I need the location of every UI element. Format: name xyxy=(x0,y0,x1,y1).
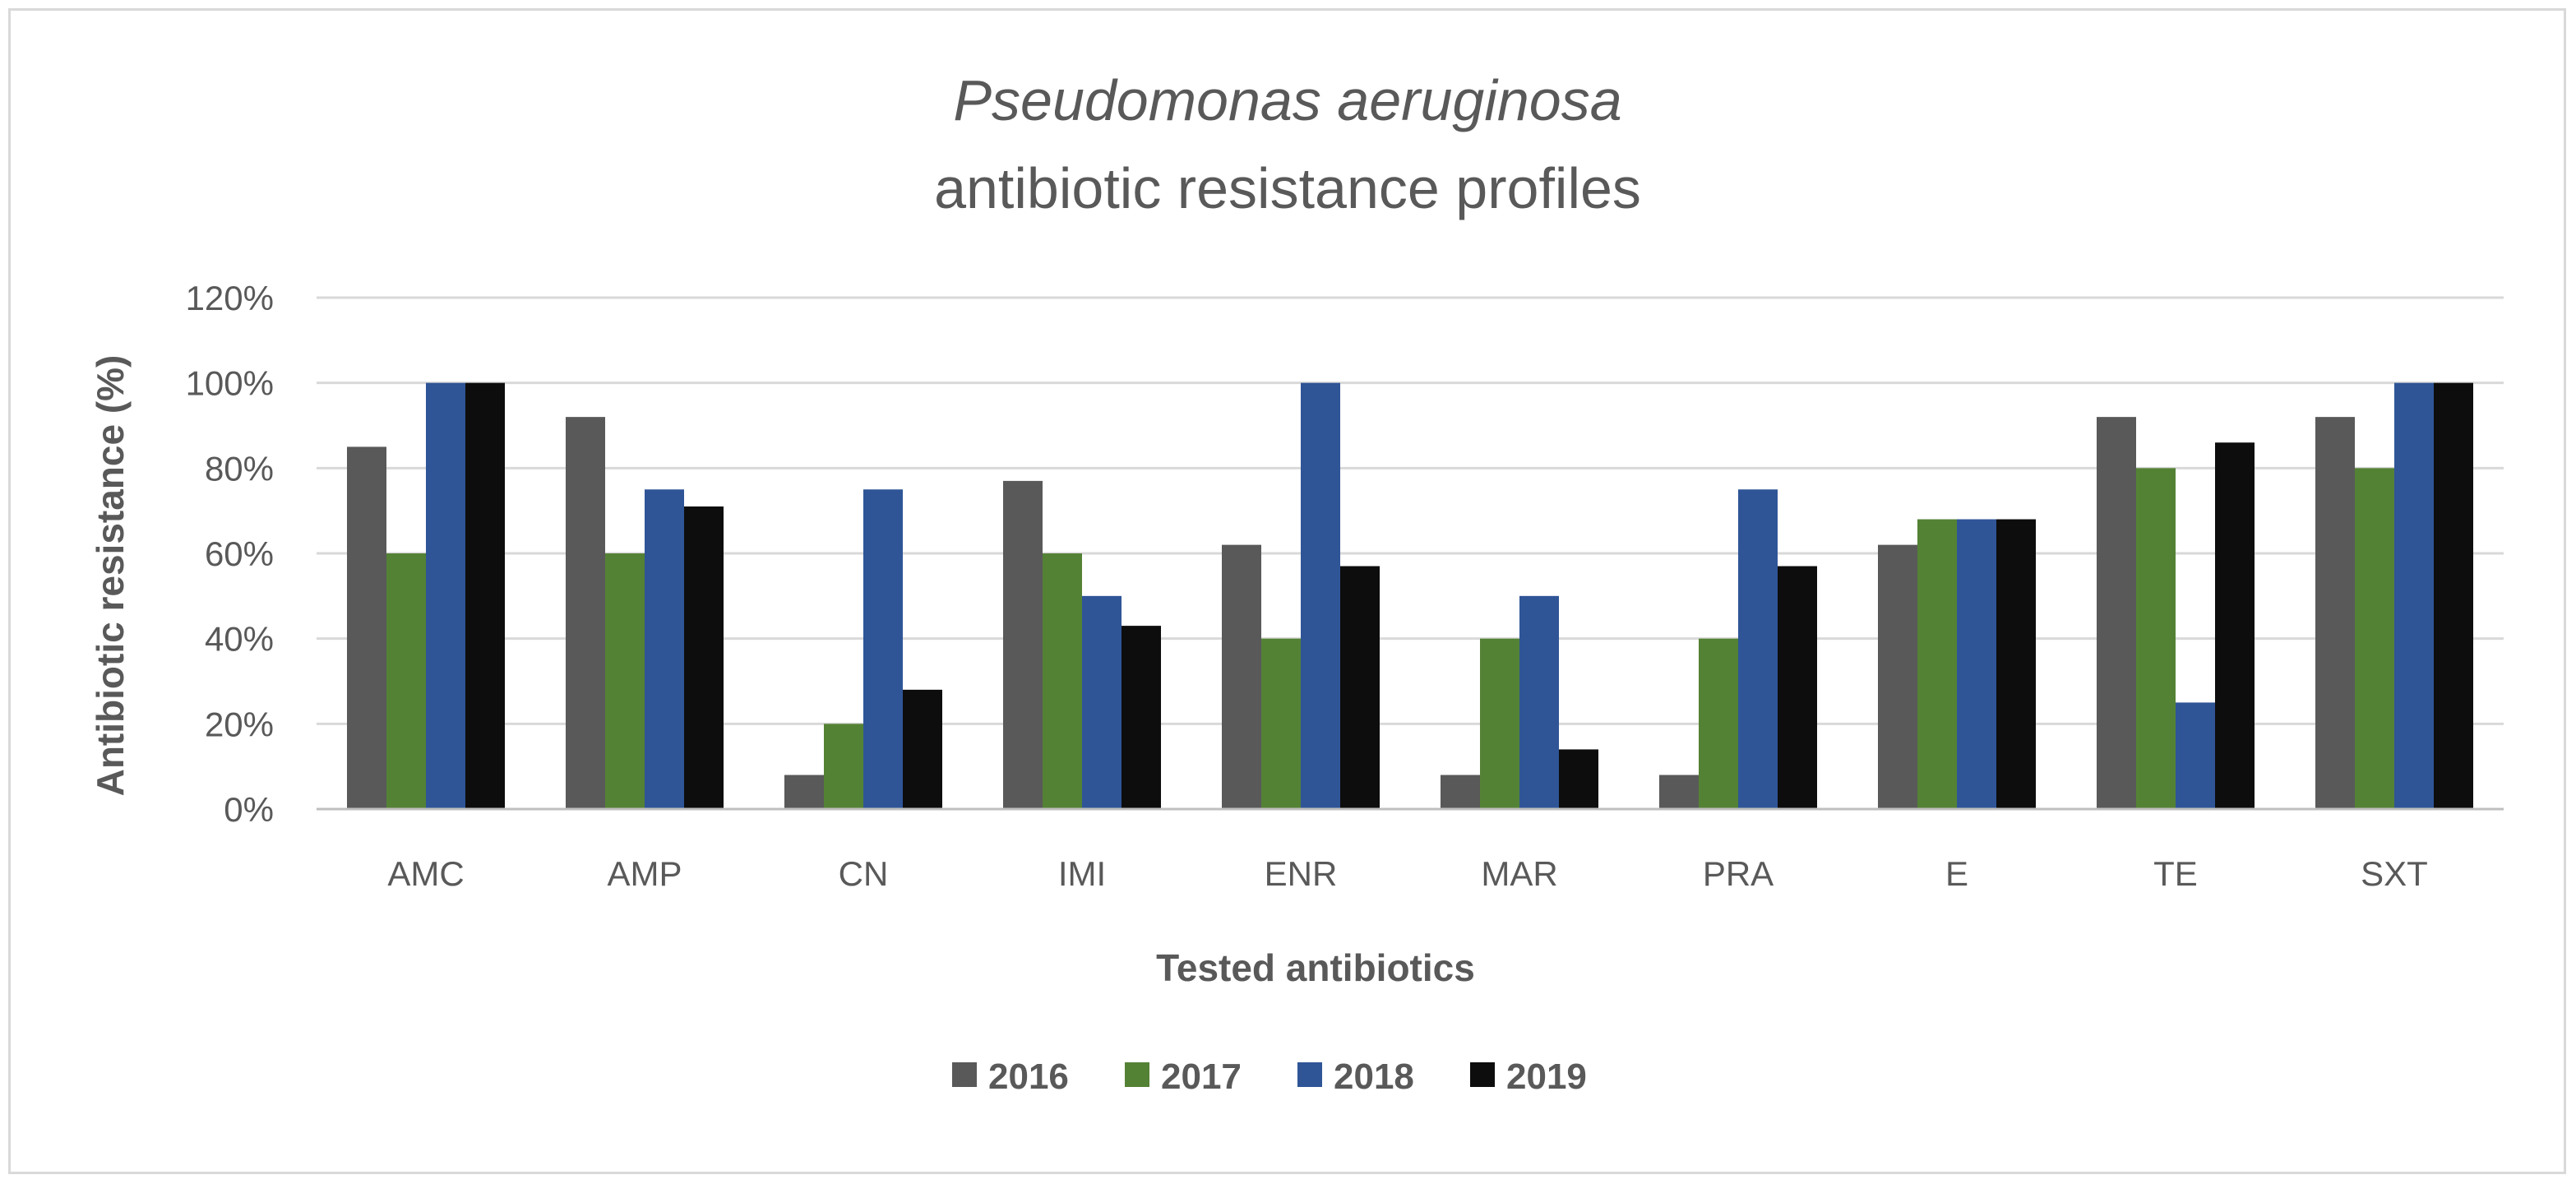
bar-amc-2019 xyxy=(465,383,505,809)
legend: 2016 2017 2018 2019 xyxy=(952,1057,1587,1097)
legend-label-2016: 2016 xyxy=(988,1057,1069,1097)
bar-amc-2018 xyxy=(426,383,465,809)
x-tick-label: AMC xyxy=(387,854,464,893)
bar-te-2016 xyxy=(2097,417,2136,809)
bar-cn-2016 xyxy=(784,775,824,809)
bar-cn-2018 xyxy=(863,489,903,809)
y-axis-ticks: 0% 20% 40% 60% 80% 100% 120% xyxy=(186,279,274,829)
bar-amp-2018 xyxy=(645,489,684,809)
bar-amc-2016 xyxy=(347,446,386,809)
bar-imi-2016 xyxy=(1003,481,1043,809)
y-tick-label: 120% xyxy=(186,279,274,317)
bar-enr-2019 xyxy=(1340,567,1380,809)
bar-pra-2017 xyxy=(1699,639,1738,809)
bar-pra-2019 xyxy=(1778,567,1817,809)
bar-sxt-2018 xyxy=(2394,383,2434,809)
legend-swatch-2016 xyxy=(952,1062,977,1087)
bar-mar-2018 xyxy=(1519,596,1559,809)
x-tick-label: MAR xyxy=(1481,854,1557,893)
bar-cn-2019 xyxy=(903,690,942,809)
bar-amc-2017 xyxy=(386,553,426,809)
chart-title-line1: Pseudomonas aeruginosa xyxy=(953,68,1621,132)
bar-enr-2017 xyxy=(1261,639,1301,809)
bar-sxt-2016 xyxy=(2315,417,2355,809)
legend-swatch-2017 xyxy=(1125,1062,1149,1087)
bar-pra-2016 xyxy=(1659,775,1699,809)
x-axis-ticks: AMC AMP CN IMI ENR MAR PRA E TE SXT xyxy=(387,854,2428,893)
bar-enr-2018 xyxy=(1301,383,1340,809)
x-tick-label: AMP xyxy=(607,854,682,893)
x-tick-label: TE xyxy=(2153,854,2198,893)
y-tick-label: 0% xyxy=(224,790,274,829)
y-tick-label: 40% xyxy=(205,620,274,659)
bar-amp-2016 xyxy=(566,417,605,809)
bar-sxt-2017 xyxy=(2355,468,2394,809)
bar-e-2019 xyxy=(1996,520,2036,809)
legend-label-2019: 2019 xyxy=(1506,1057,1587,1097)
bar-te-2019 xyxy=(2215,442,2255,809)
legend-label-2017: 2017 xyxy=(1161,1057,1242,1097)
bar-te-2017 xyxy=(2136,468,2176,809)
bar-imi-2018 xyxy=(1082,596,1122,809)
x-tick-label: CN xyxy=(839,854,889,893)
bar-cn-2017 xyxy=(824,724,863,809)
bar-sxt-2019 xyxy=(2434,383,2473,809)
bar-imi-2019 xyxy=(1122,626,1161,809)
bar-pra-2018 xyxy=(1738,489,1778,809)
bar-mar-2019 xyxy=(1559,749,1598,809)
y-tick-label: 100% xyxy=(186,364,274,403)
x-tick-label: IMI xyxy=(1058,854,1106,893)
bar-mar-2016 xyxy=(1441,775,1480,809)
x-tick-label: E xyxy=(1945,854,1968,893)
y-tick-label: 60% xyxy=(205,534,274,573)
x-tick-label: ENR xyxy=(1265,854,1338,893)
bar-e-2018 xyxy=(1957,520,1996,809)
bar-enr-2016 xyxy=(1222,545,1261,809)
y-tick-label: 20% xyxy=(205,705,274,743)
bar-te-2018 xyxy=(2176,702,2215,809)
bar-chart: Pseudomonas aeruginosa antibiotic resist… xyxy=(0,0,2576,1184)
y-axis-label: Antibiotic resistance (%) xyxy=(89,355,132,797)
legend-label-2018: 2018 xyxy=(1334,1057,1414,1097)
y-tick-label: 80% xyxy=(205,449,274,488)
chart-title-line2: antibiotic resistance profiles xyxy=(934,156,1641,220)
bar-e-2017 xyxy=(1917,520,1957,809)
x-tick-label: PRA xyxy=(1703,854,1774,893)
bar-mar-2017 xyxy=(1480,639,1519,809)
x-axis-label: Tested antibiotics xyxy=(1156,946,1475,989)
bars xyxy=(347,383,2473,809)
bar-amp-2017 xyxy=(605,553,645,809)
bar-e-2016 xyxy=(1878,545,1917,809)
bar-amp-2019 xyxy=(684,506,724,809)
legend-swatch-2018 xyxy=(1297,1062,1322,1087)
bar-imi-2017 xyxy=(1043,553,1082,809)
legend-swatch-2019 xyxy=(1470,1062,1495,1087)
x-tick-label: SXT xyxy=(2361,854,2428,893)
